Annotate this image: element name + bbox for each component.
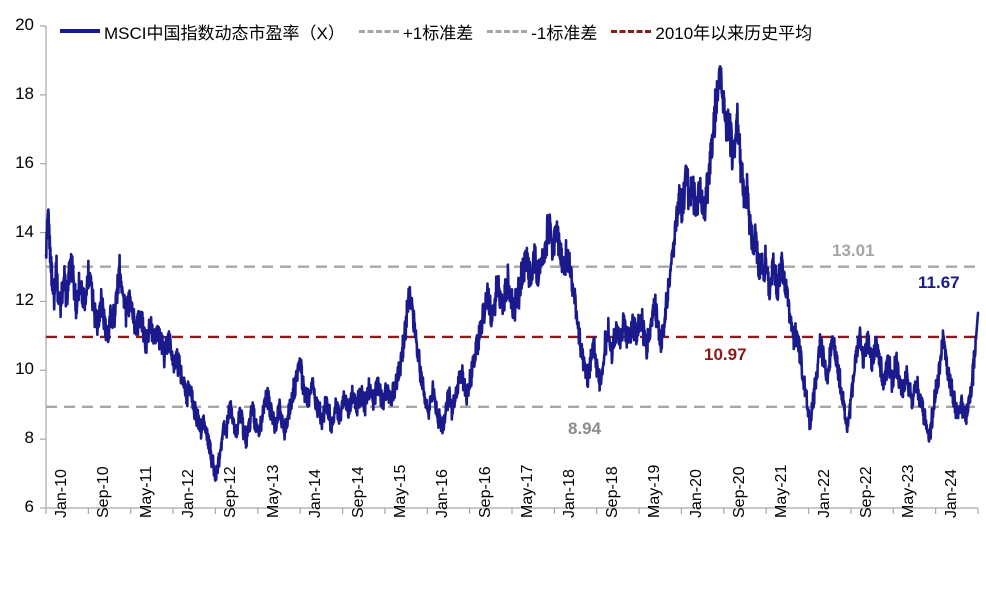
x-axis-tick-label: Sep-16 xyxy=(476,466,494,518)
series-group xyxy=(44,65,980,482)
y-axis-tick-label: 16 xyxy=(15,152,34,172)
x-axis-ticks xyxy=(45,508,979,514)
legend-item-series[interactable]: MSCI中国指数动态市盈率（X） xyxy=(60,19,345,44)
line-solid-icon xyxy=(60,29,100,33)
x-axis-tick-label: Sep-18 xyxy=(603,466,621,518)
x-axis-tick-label: Jan-14 xyxy=(307,469,325,518)
legend-label-series: MSCI中国指数动态市盈率（X） xyxy=(104,23,345,43)
annotation-mean: 10.97 xyxy=(704,344,747,364)
series-line-msci-china-forward-pe xyxy=(44,65,980,482)
annotation-last-value: 11.67 xyxy=(918,273,960,293)
x-axis-tick-label: Sep-20 xyxy=(730,466,748,518)
x-axis-tick-label: Jan-16 xyxy=(434,469,452,518)
y-axis-tick-label: 12 xyxy=(15,290,34,310)
x-axis-tick-label: May-15 xyxy=(391,464,409,518)
x-axis-tick-label: May-17 xyxy=(519,464,536,518)
y-axis-tick-label: 18 xyxy=(15,83,34,103)
x-axis-tick-label: May-23 xyxy=(900,464,918,518)
y-axis-tick-label: 6 xyxy=(24,497,34,516)
y-axis-tick-label: 20 xyxy=(15,15,34,34)
legend-label-historical-average: 2010年以来历史平均 xyxy=(655,23,813,43)
x-axis-tick-label: May-21 xyxy=(773,464,791,518)
annotation-lower-band: 8.94 xyxy=(568,418,602,438)
x-axis-tick-label: Sep-22 xyxy=(857,466,875,518)
x-axis-tick-label: Sep-14 xyxy=(349,466,367,518)
y-axis-ticks xyxy=(40,25,46,509)
x-axis-tick-label: Jan-12 xyxy=(180,469,198,518)
y-axis-tick-label: 14 xyxy=(15,221,34,241)
legend-item-plus-one-sd[interactable]: +1标准差 xyxy=(358,19,474,44)
x-axis-tick-label: Jan-10 xyxy=(53,469,70,518)
x-axis-tick-label: Sep-10 xyxy=(95,466,113,518)
legend-item-historical-average[interactable]: 2010年以来历史平均 xyxy=(611,19,812,44)
reference-lines-group xyxy=(46,265,978,408)
x-axis-tick-label: Jan-20 xyxy=(688,469,706,518)
x-axis-tick-label: Jan-22 xyxy=(815,469,833,518)
x-axis-tick-label: May-19 xyxy=(646,464,664,518)
x-axis-tick-label: May-13 xyxy=(264,464,282,518)
x-axis-tick-label: Jan-18 xyxy=(561,469,579,518)
line-dashed-icon xyxy=(358,29,399,33)
legend-label-minus-one-sd: -1标准差 xyxy=(531,23,598,43)
annotation-upper-band: 13.01 xyxy=(832,240,875,260)
y-axis-tick-label: 10 xyxy=(15,359,34,379)
x-axis-tick-label: Jan-24 xyxy=(942,469,960,518)
legend-item-minus-one-sd[interactable]: -1标准差 xyxy=(487,19,597,44)
legend: MSCI中国指数动态市盈率（X） +1标准差 -1标准差 2010年以来历史平均 xyxy=(60,18,826,44)
y-axis-tick-label: 8 xyxy=(24,428,34,448)
line-dashed-icon xyxy=(487,29,528,33)
line-dashed-icon xyxy=(611,29,652,33)
x-axis-tick-label: Sep-12 xyxy=(222,466,240,518)
legend-label-plus-one-sd: +1标准差 xyxy=(402,23,474,43)
x-axis-tick-label: May-11 xyxy=(137,465,155,518)
